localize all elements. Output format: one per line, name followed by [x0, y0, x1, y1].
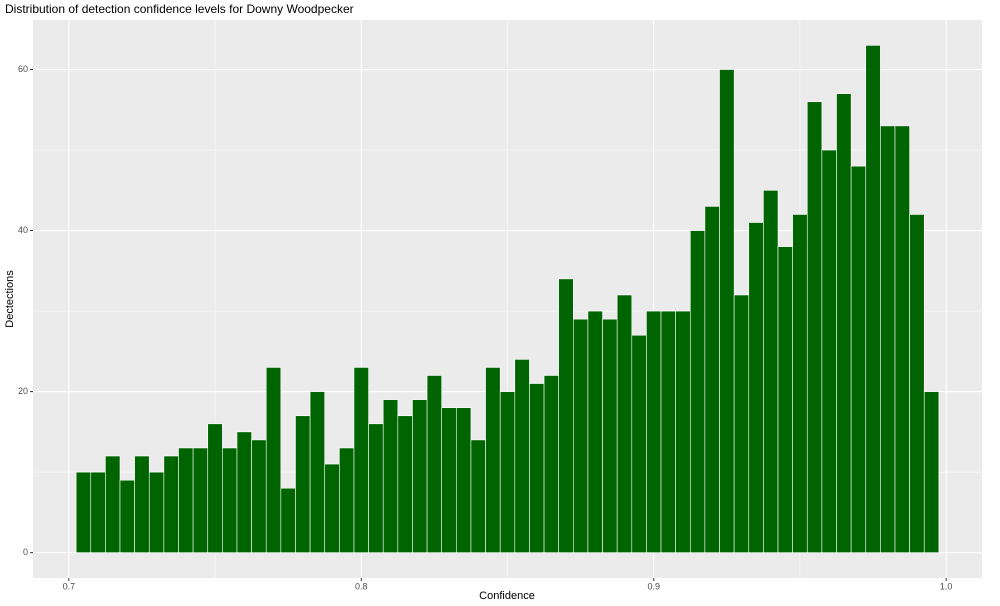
x-tick-label: 0.8 [355, 581, 368, 591]
bar [733, 294, 750, 553]
bar [850, 165, 867, 553]
bar [441, 407, 457, 553]
y-tick-label: 40 [18, 225, 28, 235]
bar [280, 487, 296, 553]
bar [75, 471, 92, 553]
bar [397, 415, 413, 553]
bar [499, 391, 516, 553]
bar [382, 399, 399, 553]
bar [514, 359, 530, 553]
bar [719, 69, 735, 553]
bar [660, 310, 676, 553]
bar [704, 206, 720, 553]
bar [587, 310, 603, 553]
x-tick-label: 0.7 [63, 581, 76, 591]
y-tick-label: 0 [23, 547, 28, 557]
bar [689, 230, 706, 553]
bar [602, 318, 618, 553]
bar [909, 214, 925, 553]
bar [163, 455, 179, 553]
bar [558, 278, 574, 553]
bar [353, 367, 369, 553]
bar [207, 423, 223, 553]
x-tick-label: 1.0 [940, 581, 953, 591]
bar [821, 149, 837, 553]
bar [777, 246, 793, 553]
bar [368, 423, 384, 553]
bar [134, 455, 150, 553]
bar [412, 399, 428, 553]
chart-title: Distribution of detection confidence lev… [5, 2, 354, 16]
bar [105, 455, 121, 553]
bar [616, 294, 633, 553]
y-tick-label: 60 [18, 64, 28, 74]
bar [324, 463, 340, 553]
bar [426, 375, 442, 553]
bar [178, 447, 194, 553]
bar [485, 367, 501, 553]
y-tick-label: 20 [18, 386, 28, 396]
bar [792, 214, 808, 553]
bar [236, 431, 252, 553]
bar [90, 471, 106, 553]
bar [748, 222, 764, 553]
bar [456, 407, 472, 553]
bar [309, 391, 326, 553]
bar [529, 383, 545, 553]
bar [631, 334, 647, 553]
bar [923, 391, 940, 553]
bar [836, 93, 852, 553]
bar [865, 45, 881, 553]
bar [543, 375, 559, 553]
bar [295, 415, 311, 553]
bar [880, 125, 896, 553]
y-axis-title: Dectections [4, 270, 16, 328]
x-axis-title: Confidence [479, 590, 535, 602]
bar [470, 439, 486, 553]
bar [806, 101, 823, 553]
bar [675, 310, 691, 553]
bar [573, 318, 589, 553]
bar [646, 310, 662, 553]
bar [894, 125, 910, 553]
bar [265, 367, 282, 553]
bar [222, 447, 238, 553]
bar [119, 479, 135, 553]
bar [339, 447, 355, 553]
bar [763, 189, 779, 553]
bar [192, 447, 209, 553]
bar [148, 471, 165, 553]
bar [251, 439, 267, 553]
x-tick-label: 0.9 [647, 581, 660, 591]
